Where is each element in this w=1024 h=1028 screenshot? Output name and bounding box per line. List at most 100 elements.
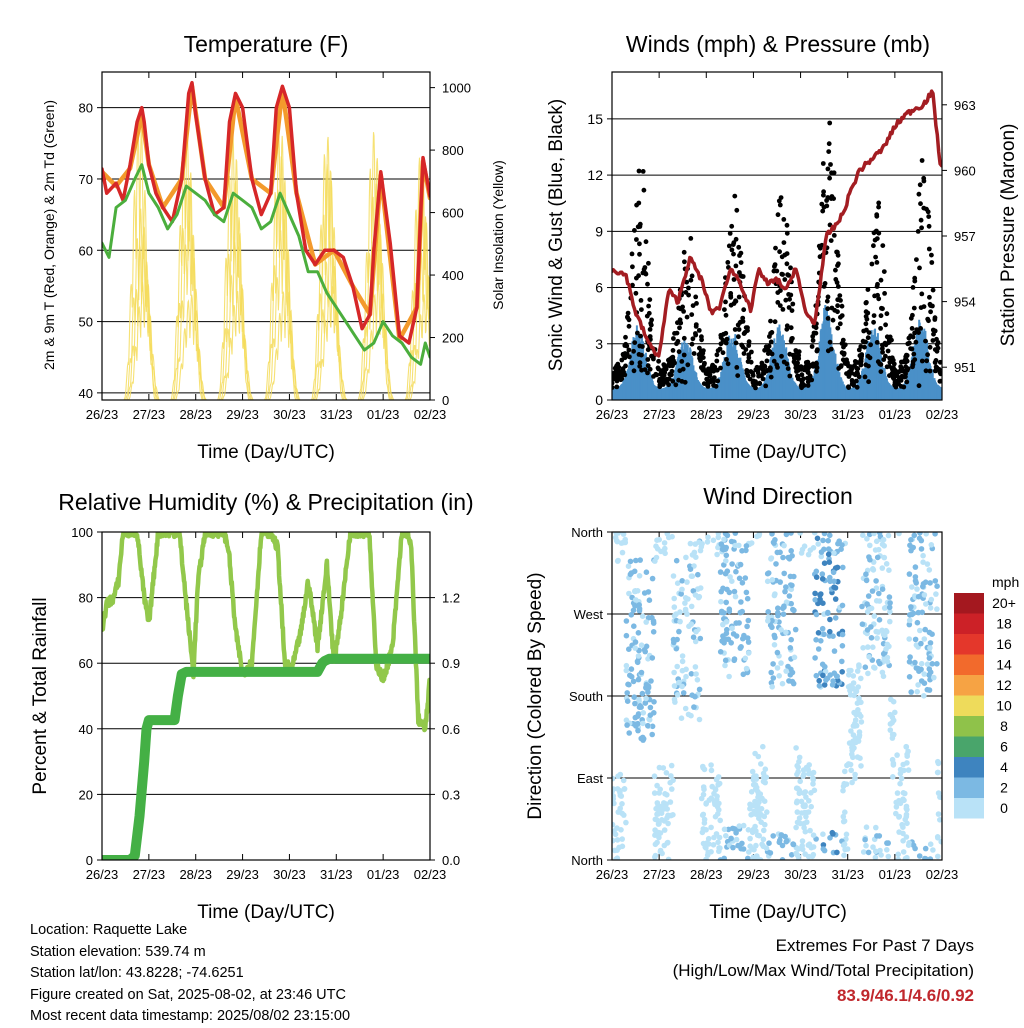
direction-point	[929, 661, 936, 667]
direction-point	[744, 595, 751, 602]
direction-point	[689, 573, 696, 579]
direction-point	[801, 543, 808, 549]
gust-point	[910, 362, 916, 367]
direction-point	[781, 570, 787, 577]
direction-point	[819, 571, 826, 577]
direction-point	[745, 617, 752, 624]
gust-point	[681, 309, 686, 314]
direction-point	[635, 713, 641, 719]
gust-point	[688, 236, 694, 241]
direction-point	[831, 550, 837, 556]
direction-point	[636, 573, 643, 579]
direction-point	[870, 844, 876, 850]
direction-point	[650, 629, 657, 635]
gust-point	[693, 294, 699, 300]
gust-point	[634, 202, 639, 208]
direction-point	[683, 666, 689, 673]
direction-ylabel-left: Direction (Colored By Speed)	[525, 572, 546, 819]
direction-point	[759, 795, 765, 802]
winds-ytick-label: 6	[595, 280, 603, 296]
gust-point	[882, 291, 887, 296]
direction-point	[643, 569, 650, 575]
direction-point	[718, 609, 725, 616]
direction-point	[695, 571, 701, 578]
direction-point	[640, 736, 647, 742]
gust-point	[836, 261, 841, 267]
direction-point	[627, 571, 634, 578]
direction-point	[631, 694, 637, 700]
gust-point	[892, 382, 897, 388]
gust-point	[799, 377, 804, 383]
direction-point	[842, 809, 848, 815]
humidity-title: Relative Humidity (%) & Precipitation (i…	[58, 489, 473, 515]
direction-point	[934, 769, 941, 776]
gust-point	[644, 313, 650, 319]
direction-point	[889, 719, 895, 726]
direction-point	[612, 800, 617, 807]
gust-point	[906, 335, 912, 341]
direction-point	[717, 649, 724, 655]
gust-point	[637, 221, 643, 227]
direction-point	[908, 604, 914, 610]
direction-point	[865, 849, 872, 856]
direction-point	[830, 569, 837, 576]
direction-point	[797, 778, 803, 785]
direction-point	[710, 842, 717, 848]
direction-ytick-label: North	[571, 853, 603, 868]
gust-point	[780, 307, 786, 312]
gust-point	[637, 363, 643, 369]
direction-point	[668, 812, 674, 819]
direction-point	[664, 792, 670, 798]
gust-point	[882, 340, 888, 346]
gust-point	[930, 327, 936, 333]
direction-point	[632, 603, 638, 609]
gust-point	[853, 372, 858, 378]
direction-point	[825, 546, 832, 552]
direction-point	[739, 608, 745, 615]
direction-point	[865, 644, 871, 650]
direction-point	[786, 556, 793, 562]
direction-point	[846, 672, 852, 678]
gust-point	[643, 271, 648, 276]
direction-point	[688, 671, 695, 677]
direction-point	[750, 854, 757, 860]
humidity-xtick-label: 31/23	[320, 867, 353, 882]
direction-point	[770, 661, 776, 667]
direction-point	[884, 658, 891, 665]
gust-point	[869, 261, 875, 267]
direction-point	[786, 593, 793, 599]
gust-point	[672, 360, 677, 366]
direction-point	[886, 604, 893, 611]
direction-point	[640, 720, 646, 727]
direction-point	[783, 629, 789, 636]
direction-point	[729, 578, 735, 584]
winds-y2tick-label: 954	[954, 295, 976, 310]
gust-point	[648, 320, 654, 326]
direction-point	[890, 698, 897, 705]
direction-point	[867, 542, 873, 549]
direction-point	[699, 812, 706, 818]
gust-point	[899, 359, 904, 365]
direction-point	[661, 804, 668, 811]
gust-point	[848, 364, 853, 370]
direction-point	[745, 639, 752, 645]
direction-point	[769, 684, 775, 690]
solar-insolation-line	[126, 233, 159, 400]
direction-point	[840, 813, 847, 820]
direction-point	[790, 606, 796, 613]
winds-xtick-label: 28/23	[690, 407, 723, 422]
direction-point	[765, 618, 771, 624]
gust-point	[729, 223, 735, 229]
gust-point	[768, 339, 774, 345]
humidity-xtick-label: 26/23	[86, 867, 119, 882]
extremes-heading: Extremes For Past 7 Days	[775, 936, 974, 955]
solar-insolation-line	[218, 180, 251, 400]
direction-point	[756, 532, 763, 537]
direction-point	[901, 767, 907, 774]
direction-point	[706, 841, 712, 847]
direction-point	[728, 640, 734, 646]
direction-point	[881, 605, 888, 611]
direction-point	[760, 836, 767, 843]
gust-point	[634, 275, 639, 281]
gust-point	[749, 349, 754, 355]
